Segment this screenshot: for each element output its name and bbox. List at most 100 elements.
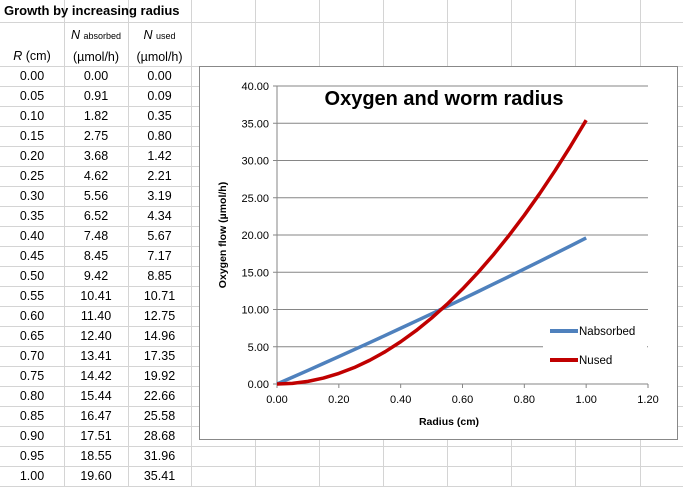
header-r-symbol: R — [13, 49, 23, 63]
cell-n-absorbed[interactable]: 3.68 — [83, 149, 109, 163]
header-r-unit: (cm) — [25, 49, 51, 63]
cell-n-used[interactable]: 3.19 — [147, 189, 172, 203]
header-used-symbol: N — [143, 28, 153, 42]
x-tick-label: 0.60 — [452, 394, 473, 406]
cell-r[interactable]: 0.65 — [19, 329, 45, 343]
header-absorbed-unit: (µmol/h) — [72, 50, 120, 64]
cell-n-absorbed[interactable]: 5.56 — [83, 189, 109, 203]
cell-r[interactable]: 0.00 — [19, 69, 45, 83]
cell-n-absorbed[interactable]: 7.48 — [83, 229, 109, 243]
cell-n-used[interactable]: 12.75 — [143, 309, 176, 323]
cell-n-used[interactable]: 17.35 — [143, 349, 176, 363]
row-gridline — [0, 466, 683, 467]
cell-n-absorbed[interactable]: 4.62 — [83, 169, 109, 183]
legend-label-nused: Nused — [579, 355, 612, 367]
cell-r[interactable]: 0.85 — [19, 409, 45, 423]
x-tick-label: 0.00 — [266, 394, 287, 406]
cell-n-used[interactable]: 28.68 — [143, 429, 176, 443]
cell-n-used[interactable]: 0.00 — [147, 69, 172, 83]
cell-n-absorbed[interactable]: 14.42 — [80, 369, 112, 383]
cell-n-used[interactable]: 0.09 — [147, 89, 172, 103]
cell-r[interactable]: 0.70 — [19, 349, 45, 363]
y-tick-label: 25.00 — [241, 193, 269, 205]
x-axis-label: Radius (cm) — [419, 416, 479, 428]
cell-n-absorbed[interactable]: 12.40 — [80, 329, 112, 343]
y-tick-label: 30.00 — [241, 156, 269, 168]
row-gridline — [0, 446, 683, 447]
cell-n-absorbed[interactable]: 11.40 — [80, 309, 112, 323]
cell-r[interactable]: 0.80 — [19, 389, 45, 403]
cell-n-absorbed[interactable]: 8.45 — [83, 249, 109, 263]
cell-n-absorbed[interactable]: 19.60 — [80, 469, 112, 483]
cell-n-used[interactable]: 19.92 — [143, 369, 176, 383]
header-used-subscript: used — [155, 31, 176, 41]
cell-n-absorbed[interactable]: 16.47 — [80, 409, 112, 423]
y-tick-label: 20.00 — [241, 230, 269, 242]
y-tick-label: 5.00 — [248, 342, 269, 354]
cell-r[interactable]: 0.75 — [19, 369, 45, 383]
cell-n-absorbed[interactable]: 2.75 — [83, 129, 109, 143]
cell-r[interactable]: 0.35 — [19, 209, 45, 223]
cell-r[interactable]: 0.05 — [19, 89, 45, 103]
cell-n-used[interactable]: 10.71 — [143, 289, 176, 303]
cell-n-used[interactable]: 0.35 — [147, 109, 172, 123]
header-absorbed-symbol: N — [70, 28, 80, 42]
cell-n-absorbed[interactable]: 0.91 — [83, 89, 109, 103]
cell-n-used[interactable]: 2.21 — [147, 169, 172, 183]
cell-n-used[interactable]: 4.34 — [147, 209, 172, 223]
header-r: R (cm) — [0, 47, 64, 65]
cell-r[interactable]: 0.10 — [19, 109, 45, 123]
series-line-nabsorbed[interactable] — [276, 236, 587, 386]
cell-n-absorbed[interactable]: 0.00 — [83, 69, 109, 83]
cell-n-absorbed[interactable]: 9.42 — [83, 269, 109, 283]
cell-n-used[interactable]: 25.58 — [143, 409, 176, 423]
cell-n-used[interactable]: 8.85 — [147, 269, 172, 283]
cell-r[interactable]: 0.60 — [19, 309, 45, 323]
cell-n-absorbed[interactable]: 15.44 — [80, 389, 112, 403]
cell-n-absorbed[interactable]: 10.41 — [80, 289, 112, 303]
cell-n-used[interactable]: 5.67 — [147, 229, 172, 243]
chart[interactable]: 0.00 5.00 10.00 15.00 20.00 25.00 30.00 35.00 40… — [199, 66, 678, 440]
cell-r[interactable]: 0.90 — [19, 429, 45, 443]
cell-r[interactable]: 0.25 — [19, 169, 45, 183]
x-tick-label: 1.20 — [637, 394, 658, 406]
cell-n-absorbed[interactable]: 17.51 — [80, 429, 112, 443]
y-axis-label: Oxygen flow (µmol/h) — [217, 182, 229, 288]
y-tick-label: 35.00 — [241, 118, 269, 130]
cell-n-used[interactable]: 14.96 — [143, 329, 176, 343]
cell-n-used[interactable]: 1.42 — [147, 149, 172, 163]
cell-n-absorbed[interactable]: 6.52 — [83, 209, 109, 223]
cell-n-absorbed[interactable]: 13.41 — [80, 349, 112, 363]
column-gridline — [64, 0, 65, 487]
header-absorbed-subscript: absorbed — [83, 31, 122, 41]
cell-r[interactable]: 0.30 — [19, 189, 45, 203]
x-tick-label: 0.20 — [328, 394, 349, 406]
cell-r[interactable]: 0.95 — [19, 449, 45, 463]
header-used-unit: (µmol/h) — [136, 50, 183, 64]
cell-r[interactable]: 0.55 — [19, 289, 45, 303]
column-gridline — [191, 0, 192, 487]
cell-r[interactable]: 1.00 — [19, 469, 45, 483]
y-tick-label: 10.00 — [241, 305, 269, 317]
cell-r[interactable]: 0.45 — [19, 249, 45, 263]
cell-n-used[interactable]: 7.17 — [147, 249, 172, 263]
cell-n-used[interactable]: 22.66 — [143, 389, 176, 403]
cell-r[interactable]: 0.40 — [19, 229, 45, 243]
cell-n-absorbed[interactable]: 18.55 — [80, 449, 112, 463]
x-tick-label: 1.00 — [575, 394, 596, 406]
cell-r[interactable]: 0.15 — [19, 129, 45, 143]
chart-title: Oxygen and worm radius — [325, 88, 564, 110]
cell-n-used[interactable]: 0.80 — [147, 129, 172, 143]
header-used: N used (µmol/h) — [128, 26, 191, 66]
cell-n-used[interactable]: 35.41 — [143, 469, 176, 483]
y-tick-label: 40.00 — [241, 81, 269, 93]
legend-background — [543, 319, 647, 371]
cell-n-absorbed[interactable]: 1.82 — [83, 109, 109, 123]
header-absorbed: N absorbed (µmol/h) — [64, 26, 128, 66]
cell-r[interactable]: 0.50 — [19, 269, 45, 283]
x-tick-label: 0.40 — [390, 394, 411, 406]
column-gridline — [128, 0, 129, 487]
cell-n-used[interactable]: 31.96 — [143, 449, 176, 463]
cell-r[interactable]: 0.20 — [19, 149, 45, 163]
series-line-nused[interactable] — [276, 119, 588, 386]
